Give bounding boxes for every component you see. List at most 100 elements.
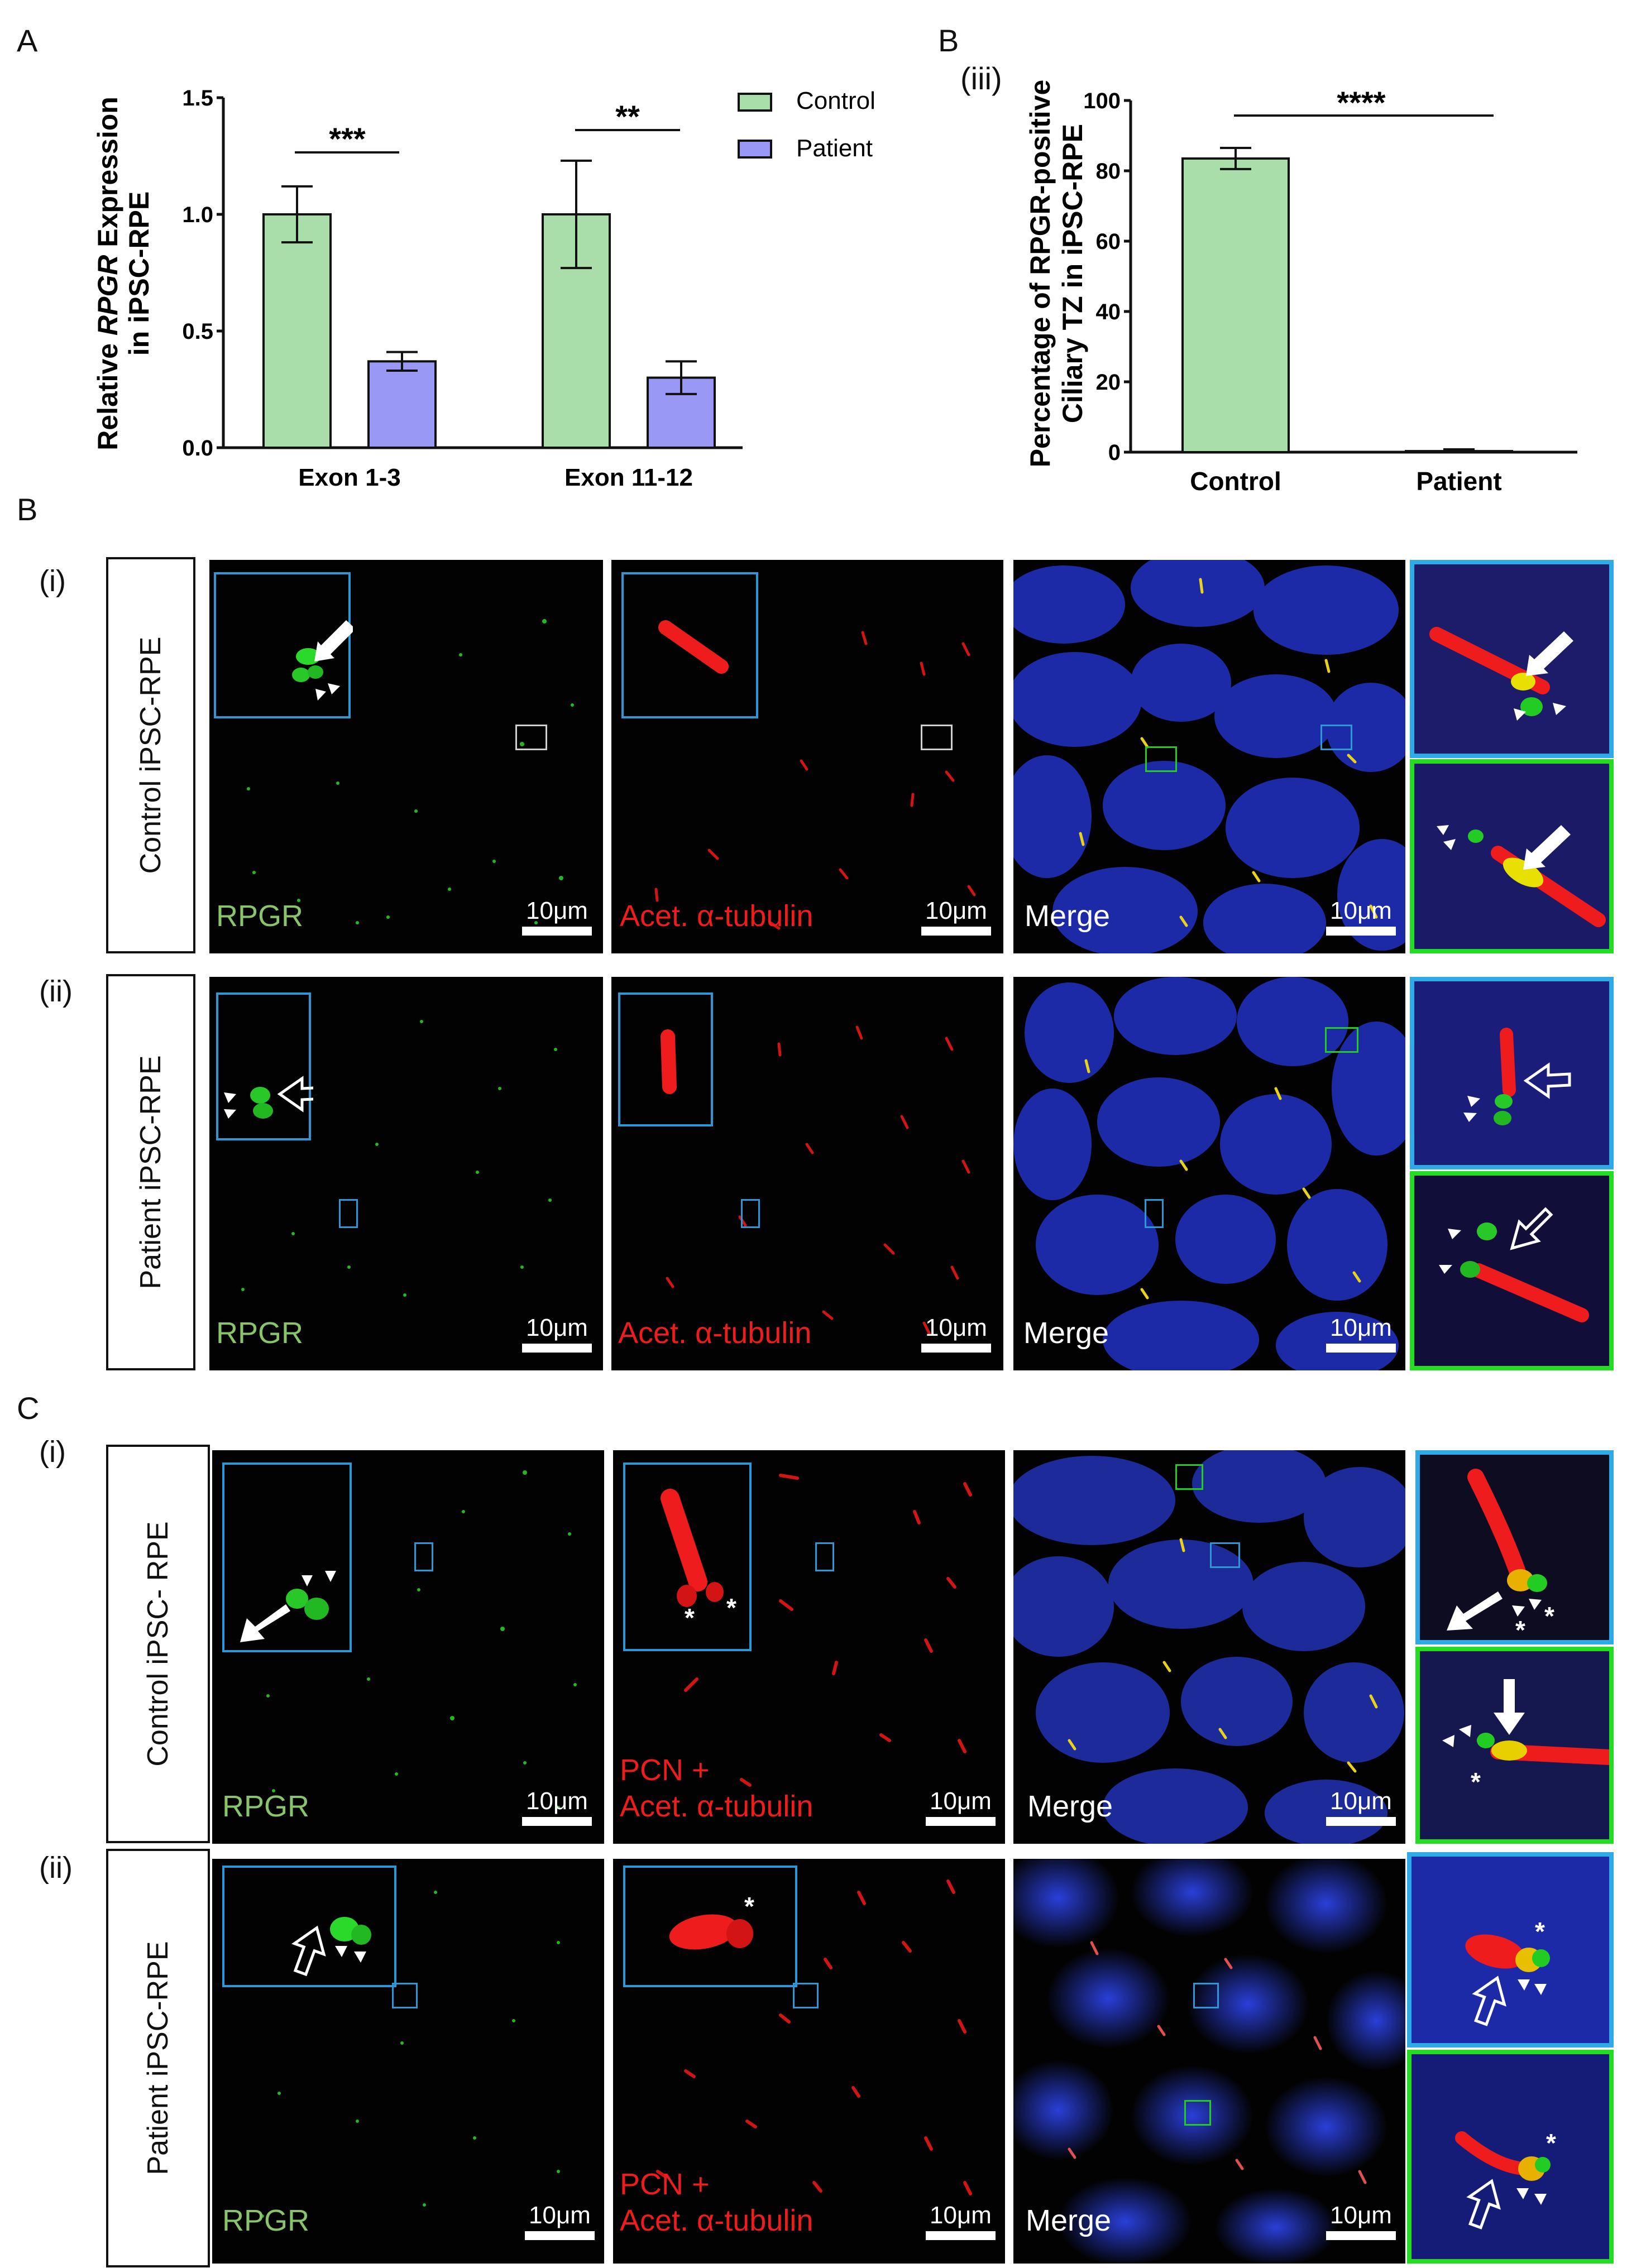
asterisk-icon: * xyxy=(685,1603,695,1632)
scale-bar: 10μm xyxy=(1326,2202,1396,2240)
inset-b-i-rpgr xyxy=(214,572,353,718)
arrowhead-icon xyxy=(325,1571,336,1582)
chart-a-yticks: 0.0 0.5 1.0 1.5 xyxy=(182,86,213,461)
micrograph-b-i-acet: Acet. α-tubulin 10μm xyxy=(611,560,1003,953)
inset-b-ii-rpgr xyxy=(216,992,313,1140)
zoom-b-ii-blue xyxy=(1410,977,1614,1169)
scale-bar: 10μm xyxy=(1326,1315,1396,1353)
inset-c-ii-rpgr xyxy=(222,1866,396,1987)
b-ytick-2: 40 xyxy=(1096,300,1121,324)
arrowhead-icon xyxy=(1467,1096,1480,1107)
arrowhead-icon xyxy=(1463,1113,1477,1122)
scale-bar: 10μm xyxy=(921,898,991,936)
legend-swatch-control xyxy=(738,93,772,112)
arrowhead-icon xyxy=(1514,708,1526,721)
green-puncta xyxy=(247,619,574,924)
chart-a-error-bars xyxy=(281,159,697,395)
roi-box-green xyxy=(1145,746,1177,772)
scale-bar: 10μm xyxy=(522,1315,592,1353)
arrowhead-icon xyxy=(1534,1984,1547,1995)
zoom-c-ii-green: * xyxy=(1407,2050,1614,2264)
chart-a-legend: Control Patient xyxy=(738,87,875,162)
roi-box xyxy=(414,1542,433,1571)
a-ytick-2: 1.0 xyxy=(182,203,213,227)
roi-box-blue xyxy=(1193,1983,1219,2008)
micrograph-c-ii-pcn: * PCN + Acet. α-tubulin 10μm xyxy=(613,1859,1005,2264)
inset-c-i-rpgr xyxy=(222,1463,352,1652)
scale-bar: 10μm xyxy=(1326,898,1396,936)
legend-patient: Patient xyxy=(796,135,873,162)
inset-c-ii-pcn: * xyxy=(623,1866,797,1987)
arrowhead-icon xyxy=(302,1575,313,1586)
a-ylabel-line1: Relative RPGR Expression xyxy=(92,97,123,450)
micrograph-b-ii-acet: Acet. α-tubulin 10μm xyxy=(611,977,1003,1370)
open-arrow-icon xyxy=(1510,1207,1553,1250)
a-ytick-3: 1.5 xyxy=(182,86,213,111)
chart-b-yticks: 0 20 40 60 80 100 xyxy=(1083,89,1121,465)
asterisk-icon: * xyxy=(1471,1767,1481,1796)
side-label-c-i: Control iPSC- RPE xyxy=(106,1445,210,1843)
scale-bar: 10μm xyxy=(525,2202,595,2240)
channel-label-rpgr: RPGR xyxy=(216,899,304,933)
roi-box xyxy=(921,725,953,750)
b-ytick-5: 100 xyxy=(1083,89,1121,113)
chart-b-ylabel: Percentage of RPGR-positive Ciliary TZ i… xyxy=(1025,80,1088,468)
open-arrow-icon xyxy=(291,1925,326,1977)
zoom-c-ii-blue: * xyxy=(1407,1852,1614,2048)
inset-b-i-acet xyxy=(621,572,758,718)
panel-label-a: A xyxy=(17,23,38,58)
a-ytick-0: 0.0 xyxy=(182,436,213,461)
a-xtick-exon1-3: Exon 1-3 xyxy=(298,464,400,491)
b-ytick-1: 20 xyxy=(1096,370,1121,395)
scale-bar: 10μm xyxy=(1326,1788,1396,1826)
chart-b-xticks: Control Patient xyxy=(1190,467,1501,496)
legend-control: Control xyxy=(796,87,875,114)
arrowhead-icon xyxy=(1529,1599,1542,1610)
arrowhead-icon xyxy=(1459,1725,1471,1737)
channel-label-acet: Acet. α-tubulin xyxy=(620,1790,814,1823)
micrograph-b-ii-merge: Merge 10μm xyxy=(1013,977,1405,1370)
roi-box-blue xyxy=(1210,1542,1240,1568)
b-ylabel-line2: Ciliary TZ in iPSC-RPE xyxy=(1057,124,1088,423)
b-sig: **** xyxy=(1337,85,1385,120)
a-bar-patient-exon1-3 xyxy=(367,360,437,449)
zoom-b-i-blue xyxy=(1410,560,1614,758)
b-err-patient xyxy=(1443,448,1475,453)
roi-box-blue xyxy=(1320,725,1352,750)
chart-b-error-bars xyxy=(1220,147,1475,453)
chart-a-significance: *** ** xyxy=(295,99,680,156)
roi-box-green xyxy=(1325,1027,1358,1053)
b-bar-control xyxy=(1181,157,1290,453)
micrograph-b-i-merge: Merge 10μm xyxy=(1013,560,1405,953)
asterisk-icon: * xyxy=(1515,1615,1525,1644)
a-ytick-1: 0.5 xyxy=(182,319,213,344)
zoom-c-i-green: * xyxy=(1415,1647,1614,1844)
scale-bar: 10μm xyxy=(926,1788,996,1826)
zoom-b-ii-green xyxy=(1410,1171,1614,1370)
channel-label-merge: Merge xyxy=(1023,1316,1109,1350)
scale-bar: 10μm xyxy=(522,898,592,936)
b-ytick-4: 80 xyxy=(1096,159,1121,184)
asterisk-icon: * xyxy=(1535,1917,1545,1946)
arrowhead-icon xyxy=(315,689,326,701)
scale-bar: 10μm xyxy=(926,2202,996,2240)
row-label-b-ii: (ii) xyxy=(39,975,73,1008)
micrograph-b-ii-rpgr: RPGR 10μm xyxy=(209,977,603,1370)
b-ytick-3: 60 xyxy=(1096,229,1121,254)
panel-label-c: C xyxy=(17,1390,40,1426)
row-label-b-i: (i) xyxy=(39,564,66,598)
inset-c-i-pcn: * * xyxy=(623,1463,752,1651)
chart-a-xticks: Exon 1-3 Exon 11-12 xyxy=(298,464,693,491)
micrograph-c-i-rpgr: RPGR 10μm xyxy=(212,1450,604,1844)
arrowhead-icon xyxy=(328,683,340,694)
b-ytick-0: 0 xyxy=(1108,440,1121,465)
arrowhead-icon xyxy=(224,1092,236,1103)
roi-box-green xyxy=(1175,1464,1203,1490)
channel-label-merge: Merge xyxy=(1025,899,1111,933)
asterisk-icon: * xyxy=(1544,1601,1554,1631)
chart-a-bars xyxy=(262,213,716,449)
legend-swatch-patient xyxy=(738,140,772,159)
open-arrow-icon xyxy=(1472,1975,1506,2026)
inset-b-ii-acet xyxy=(618,992,713,1126)
arrowhead-icon xyxy=(1442,1735,1454,1747)
